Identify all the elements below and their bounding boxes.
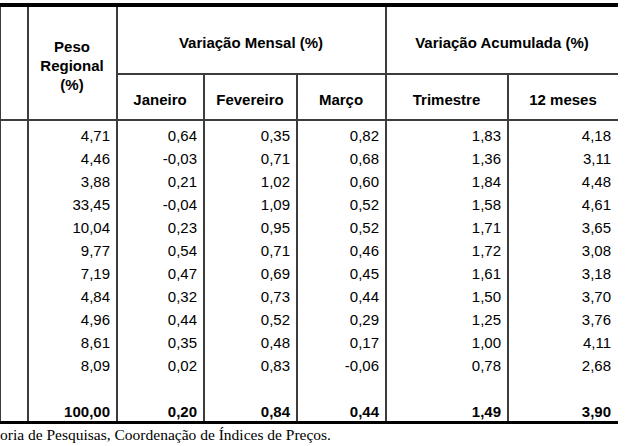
table-cell: 0,52 [204, 308, 297, 331]
header-body-divider [0, 119, 618, 121]
table-row: 10,040,230,950,521,713,65 [0, 216, 618, 239]
table-cell: -0,04 [117, 193, 204, 216]
table-cell: 3,76 [508, 308, 618, 331]
table-cell: 0,60 [297, 170, 386, 193]
table-row: 7,190,470,690,451,613,18 [0, 262, 618, 285]
table-cell: 0,52 [297, 193, 386, 216]
table-cell: 0,69 [204, 262, 297, 285]
group-header-variacao-mensal: Variação Mensal (%) [117, 33, 385, 52]
table-cell: 0,44 [117, 308, 204, 331]
table-cell: 0,44 [297, 285, 386, 308]
table-total-row-container: 100,000,200,840,441,493,90 [0, 401, 618, 423]
table-cell: 7,19 [28, 262, 117, 285]
table-cell: 0,20 [117, 401, 204, 423]
table-cell: 1,83 [386, 124, 508, 147]
table-cell: 1,61 [386, 262, 508, 285]
table-cell: 0,95 [204, 216, 297, 239]
table-cell: 1,36 [386, 147, 508, 170]
table-cell: 3,65 [508, 216, 618, 239]
table-cell: 0,82 [297, 124, 386, 147]
table-cell: 1,72 [386, 239, 508, 262]
table-cell: 0,44 [297, 401, 386, 423]
group-header-divider [117, 73, 618, 75]
table-cell: 4,96 [28, 308, 117, 331]
table-row: 4,710,640,350,821,834,18 [0, 124, 618, 147]
table-cell: 9,77 [28, 239, 117, 262]
table-cell: 0,23 [117, 216, 204, 239]
table-cell: 4,84 [28, 285, 117, 308]
table-cell: 4,71 [28, 124, 117, 147]
table-cell: 0,68 [297, 147, 386, 170]
table-cell: 3,18 [508, 262, 618, 285]
table-cell: 0,71 [204, 147, 297, 170]
table-cell: -0,03 [117, 147, 204, 170]
table-cell: 8,61 [28, 331, 117, 354]
table-cell: 8,09 [28, 354, 117, 377]
table-border-top [0, 3, 618, 7]
table-cell: 0,64 [117, 124, 204, 147]
table-cell: 4,18 [508, 124, 618, 147]
table-cell: 0,35 [204, 124, 297, 147]
table-cell: 0,78 [386, 354, 508, 377]
table-cell: 10,04 [28, 216, 117, 239]
source-note: oria de Pesquisas, Coordenação de Índice… [0, 426, 331, 444]
table-cell: 1,58 [386, 193, 508, 216]
table-cell: 1,09 [204, 193, 297, 216]
table-cell: 0,35 [117, 331, 204, 354]
table-cell: 0,52 [297, 216, 386, 239]
col-header-peso-regional: Peso Regional (%) [28, 37, 116, 94]
table-cell: 0,29 [297, 308, 386, 331]
price-index-table-page: Peso Regional (%) Variação Mensal (%) Va… [0, 0, 636, 446]
table-cell: 0,71 [204, 239, 297, 262]
table-cell: 33,45 [28, 193, 117, 216]
table-cell: 4,61 [508, 193, 618, 216]
table-cell: -0,06 [297, 354, 386, 377]
table-cell: 0,46 [297, 239, 386, 262]
col-header-marco: Março [297, 90, 385, 109]
table-row: 9,770,540,710,461,723,08 [0, 239, 618, 262]
table-cell: 3,70 [508, 285, 618, 308]
table-row: 8,610,350,480,171,004,11 [0, 331, 618, 354]
table-cell: 0,73 [204, 285, 297, 308]
table-row: 8,090,020,83-0,060,782,68 [0, 354, 618, 377]
table-cell: 1,00 [386, 331, 508, 354]
table-row: 4,840,320,730,441,503,70 [0, 285, 618, 308]
table-cell: 1,71 [386, 216, 508, 239]
table-cell: 0,54 [117, 239, 204, 262]
table-cell: 0,45 [297, 262, 386, 285]
table-body: 4,710,640,350,821,834,184,46-0,030,710,6… [0, 124, 618, 377]
table-cell: 0,32 [117, 285, 204, 308]
col-header-trimestre: Trimestre [386, 90, 507, 109]
table-cell: 4,11 [508, 331, 618, 354]
table-cell: 3,88 [28, 170, 117, 193]
table-cell: 2,68 [508, 354, 618, 377]
table-cell: 0,83 [204, 354, 297, 377]
table-cell: 4,48 [508, 170, 618, 193]
table-cell: 1,49 [386, 401, 508, 423]
table-cell: 1,84 [386, 170, 508, 193]
table-cell: 3,90 [508, 401, 618, 423]
table-row: 4,46-0,030,710,681,363,11 [0, 147, 618, 170]
table-cell: 3,08 [508, 239, 618, 262]
table-row: 4,960,440,520,291,253,76 [0, 308, 618, 331]
table-cell: 0,47 [117, 262, 204, 285]
table-cell: 3,11 [508, 147, 618, 170]
col-header-fevereiro: Fevereiro [204, 90, 296, 109]
table-cell: 0,17 [297, 331, 386, 354]
table-cell: 100,00 [28, 401, 117, 423]
table-row: 3,880,211,020,601,844,48 [0, 170, 618, 193]
table-cell: 0,21 [117, 170, 204, 193]
table-cell: 4,46 [28, 147, 117, 170]
table-cell: 1,02 [204, 170, 297, 193]
col-header-doze-meses: 12 meses [508, 90, 618, 109]
table-cell: 1,50 [386, 285, 508, 308]
table-row: 33,45-0,041,090,521,584,61 [0, 193, 618, 216]
table-cell: 0,02 [117, 354, 204, 377]
table-total-row: 100,000,200,840,441,493,90 [0, 401, 618, 423]
table-cell: 0,48 [204, 331, 297, 354]
table-cell: 0,84 [204, 401, 297, 423]
table-cell: 1,25 [386, 308, 508, 331]
col-header-janeiro: Janeiro [117, 90, 203, 109]
group-header-variacao-acumulada: Variação Acumulada (%) [386, 33, 618, 52]
